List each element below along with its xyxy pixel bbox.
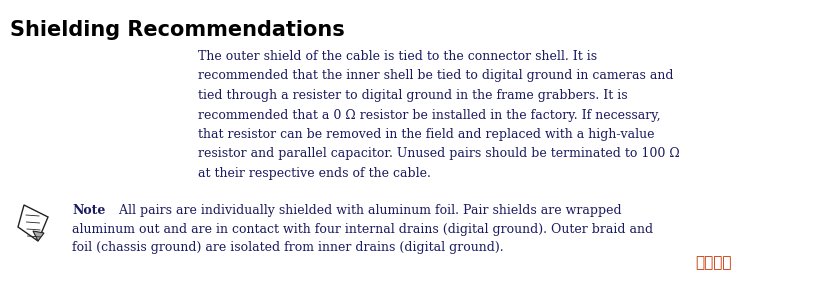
Text: tied through a resister to digital ground in the frame grabbers. It is: tied through a resister to digital groun… xyxy=(198,89,627,102)
Text: foil (chassis ground) are isolated from inner drains (digital ground).: foil (chassis ground) are isolated from … xyxy=(72,241,504,254)
Text: All pairs are individually shielded with aluminum foil. Pair shields are wrapped: All pairs are individually shielded with… xyxy=(107,204,622,217)
Text: 吉林龙网: 吉林龙网 xyxy=(695,255,731,270)
Text: aluminum out and are in contact with four internal drains (digital ground). Oute: aluminum out and are in contact with fou… xyxy=(72,223,653,235)
Polygon shape xyxy=(18,205,48,241)
Text: at their respective ends of the cable.: at their respective ends of the cable. xyxy=(198,167,431,180)
Text: The outer shield of the cable is tied to the connector shell. It is: The outer shield of the cable is tied to… xyxy=(198,50,597,63)
Text: that resistor can be removed in the field and replaced with a high-value: that resistor can be removed in the fiel… xyxy=(198,128,654,141)
Text: resistor and parallel capacitor. Unused pairs should be terminated to 100 Ω: resistor and parallel capacitor. Unused … xyxy=(198,147,680,161)
Text: recommended that the inner shell be tied to digital ground in cameras and: recommended that the inner shell be tied… xyxy=(198,69,673,83)
Polygon shape xyxy=(33,231,44,241)
Text: Shielding Recommendations: Shielding Recommendations xyxy=(10,20,345,40)
Text: Note: Note xyxy=(72,204,106,217)
Text: recommended that a 0 Ω resistor be installed in the factory. If necessary,: recommended that a 0 Ω resistor be insta… xyxy=(198,108,661,122)
